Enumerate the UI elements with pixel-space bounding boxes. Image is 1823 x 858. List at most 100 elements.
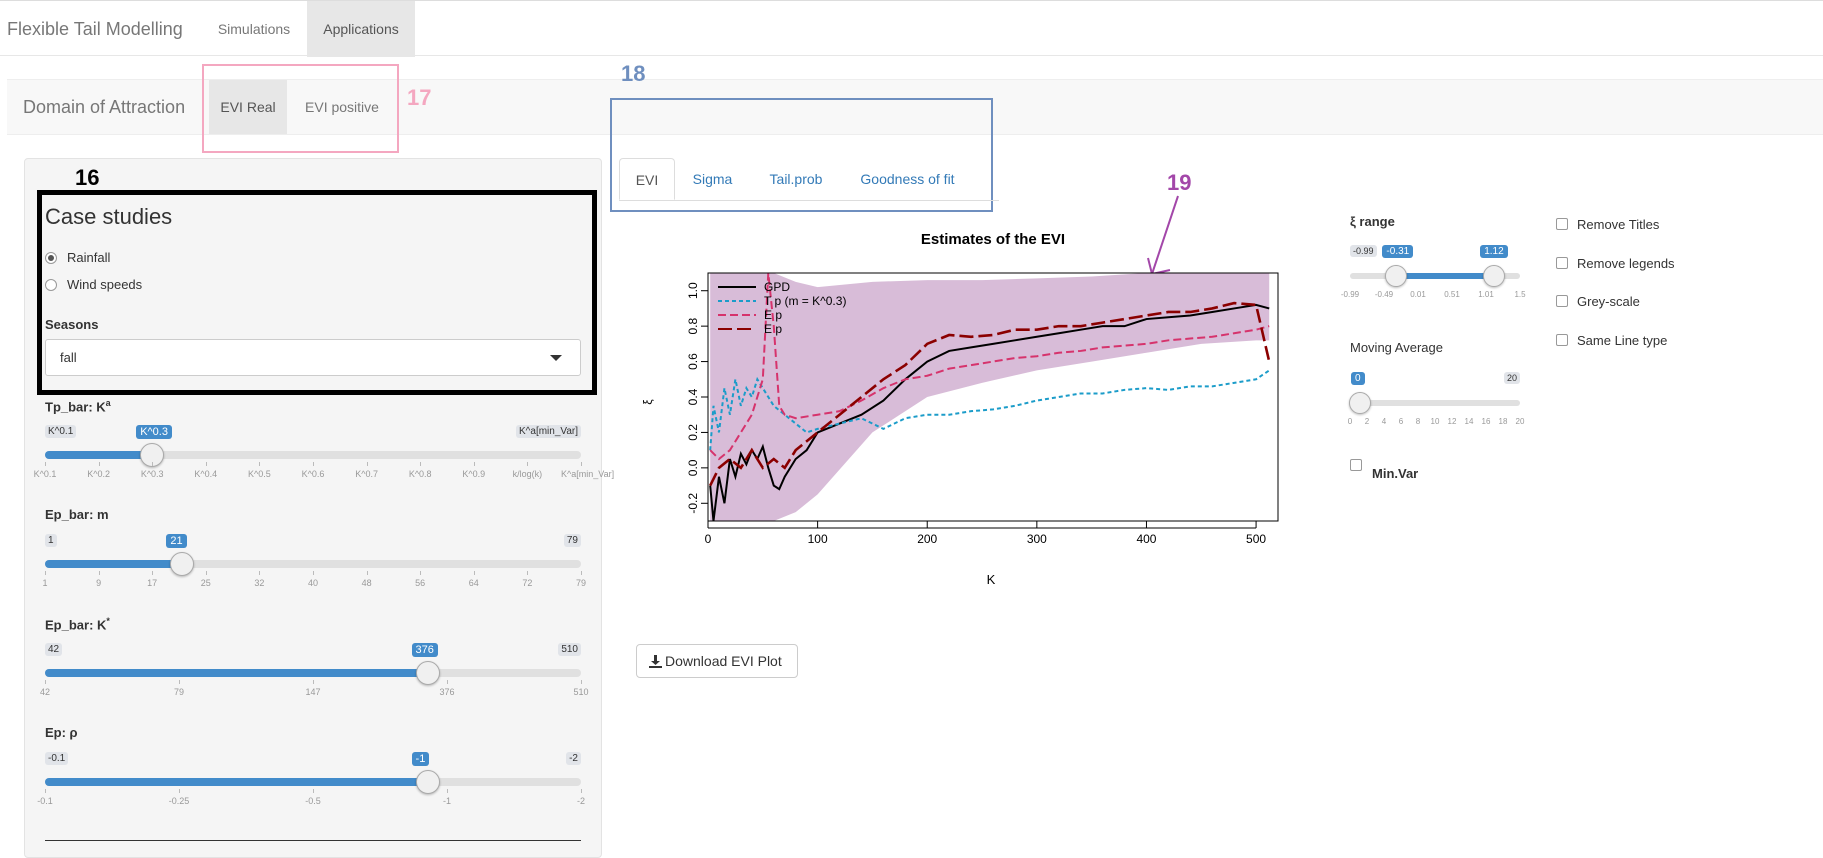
- series-line-2: [709, 273, 1270, 461]
- annotation-box-18: [610, 98, 993, 212]
- app-brand[interactable]: Flexible Tail Modelling: [7, 19, 183, 39]
- tab-goodness-of-fit[interactable]: Goodness of fit: [860, 171, 955, 187]
- moving-average-tick-label: 0: [1347, 417, 1353, 426]
- min-var-checkbox[interactable]: [1350, 459, 1362, 471]
- legend-label-2: E p: [764, 308, 782, 322]
- slider-0-tickmark: [420, 462, 422, 466]
- slider-0-min: K^0.1: [45, 425, 77, 438]
- remove-legends-checkbox[interactable]: [1556, 257, 1568, 269]
- slider-3-handle[interactable]: [415, 770, 440, 794]
- slider-1-tick-label: 25: [200, 578, 211, 588]
- xi-range-high-handle[interactable]: [1483, 265, 1506, 287]
- nav-tab-simulations[interactable]: Simulations: [217, 21, 291, 37]
- xi-range-tick-label: 1.5: [1514, 290, 1526, 299]
- slider-2-min: 42: [45, 643, 63, 656]
- legend-label-3: E p: [764, 322, 782, 336]
- slider-1-tick-label: 48: [361, 578, 372, 588]
- moving-average-tick-label: 10: [1430, 417, 1440, 426]
- moving-average-tick-label: 12: [1447, 417, 1457, 426]
- chart-xlabel: K: [987, 572, 996, 587]
- slider-0-tick-label: K^0.3: [140, 469, 164, 479]
- grey-scale-checkbox[interactable]: [1556, 295, 1568, 307]
- slider-2-value: 376: [411, 643, 438, 657]
- slider-0-tickmark: [259, 462, 261, 466]
- slider-1-max: 79: [563, 534, 581, 547]
- slider-2-tick-label: 376: [439, 687, 455, 697]
- panel-divider: [45, 840, 581, 841]
- seasons-select[interactable]: fall: [45, 339, 581, 376]
- slider-2-handle[interactable]: [415, 661, 440, 685]
- slider-1-tickmark: [527, 571, 529, 575]
- radio-rainfall-label[interactable]: Rainfall: [67, 250, 111, 265]
- same-line-type-checkbox[interactable]: [1556, 334, 1568, 346]
- tab-sigma[interactable]: Sigma: [692, 171, 733, 187]
- slider-0-tickmark: [98, 462, 100, 466]
- slider-2-tick-label: 510: [573, 687, 589, 697]
- slider-0-tick-label: K^0.1: [33, 469, 57, 479]
- slider-0-tickmark: [366, 462, 368, 466]
- top-navbar: Flexible Tail Modelling Simulations Appl…: [0, 0, 1823, 57]
- annotation-box-17: [202, 64, 399, 153]
- series-line-1: [709, 369, 1270, 451]
- slider-0-tickmark: [152, 462, 154, 466]
- xi-range-low-value: -0.31: [1382, 245, 1414, 258]
- remove-titles-label[interactable]: Remove Titles: [1577, 217, 1660, 232]
- xi-range-low-handle[interactable]: [1385, 265, 1408, 287]
- min-var-label[interactable]: Min.Var: [1372, 466, 1419, 481]
- remove-titles-checkbox[interactable]: [1556, 218, 1568, 230]
- same-line-type-label[interactable]: Same Line type: [1577, 333, 1668, 348]
- slider-1-value: 21: [166, 534, 187, 548]
- slider-0-tickmark: [45, 462, 46, 466]
- slider-1-tick-label: 32: [254, 578, 265, 588]
- xi-range-high-value: 1.12: [1480, 245, 1508, 258]
- y-tick-label: 0.2: [686, 424, 700, 441]
- xi-range-tick-label: 1.01: [1478, 290, 1494, 299]
- moving-average-handle[interactable]: [1349, 392, 1371, 414]
- confidence-band: [710, 273, 1270, 521]
- sub-brand[interactable]: Domain of Attraction: [23, 97, 186, 117]
- tab-evi-real[interactable]: EVI Real: [209, 80, 287, 134]
- tab-evi[interactable]: EVI: [619, 158, 675, 200]
- moving-average-track[interactable]: [1350, 400, 1520, 406]
- slider-2-tick-label: 42: [39, 687, 50, 697]
- y-tick-label: 1.0: [686, 282, 700, 299]
- slider-1-track[interactable]: [45, 560, 581, 568]
- plot-layer: 0 100 200 300 400 500 -0.2 0.0 0.2 0.4 0.6 0.8 1.0 GP…: [686, 272, 1279, 546]
- slider-1-tick-label: 1: [42, 578, 48, 588]
- slider-1-tickmark: [313, 571, 314, 575]
- slider-2-label: Ep_bar: K*: [45, 616, 110, 633]
- download-evi-plot-button[interactable]: Download EVI Plot: [636, 644, 798, 678]
- slider-0-value: K^0.3: [136, 425, 172, 439]
- slider-3-label: Ep: ρ: [45, 725, 78, 740]
- tab-tail-prob[interactable]: Tail.prob: [769, 171, 823, 187]
- nav-tab-applications[interactable]: Applications: [307, 1, 415, 57]
- remove-legends-label[interactable]: Remove legends: [1577, 256, 1675, 271]
- slider-2-tick-label: 79: [173, 687, 184, 697]
- annotation-number-17: 17: [407, 85, 432, 110]
- radio-wind-speeds[interactable]: [45, 279, 57, 291]
- radio-wind-speeds-label[interactable]: Wind speeds: [67, 277, 143, 292]
- x-tick-label: 100: [808, 532, 828, 546]
- moving-average-tick-label: 4: [1381, 417, 1387, 426]
- tab-evi-positive[interactable]: EVI positive: [305, 99, 379, 115]
- slider-0-tick-label: k/log(k): [512, 469, 543, 479]
- series-line-0: [709, 303, 1270, 521]
- legend-label-0: GPD: [764, 280, 790, 294]
- radio-rainfall[interactable]: [45, 252, 57, 264]
- slider-0-tickmark: [313, 462, 314, 466]
- slider-0-track[interactable]: [45, 451, 581, 459]
- slider-0-tick-label: K^0.6: [301, 469, 325, 479]
- moving-average-value: 0: [1351, 372, 1365, 385]
- moving-average-tick-label: 20: [1515, 417, 1525, 426]
- slider-1-tick-label: 72: [522, 578, 533, 588]
- slider-3-max: -2: [566, 752, 581, 765]
- slider-3-tick-label: -0.5: [305, 796, 321, 806]
- moving-average-tick-label: 2: [1364, 417, 1370, 426]
- chevron-down-icon: [550, 355, 562, 361]
- slider-1-tickmark: [581, 571, 582, 575]
- annotation-number-16: 16: [75, 165, 100, 190]
- slider-1-handle[interactable]: [170, 552, 195, 576]
- slider-1-label: Ep_bar: m: [45, 507, 109, 522]
- slider-0-tickmark: [205, 462, 207, 466]
- grey-scale-label[interactable]: Grey-scale: [1577, 294, 1640, 309]
